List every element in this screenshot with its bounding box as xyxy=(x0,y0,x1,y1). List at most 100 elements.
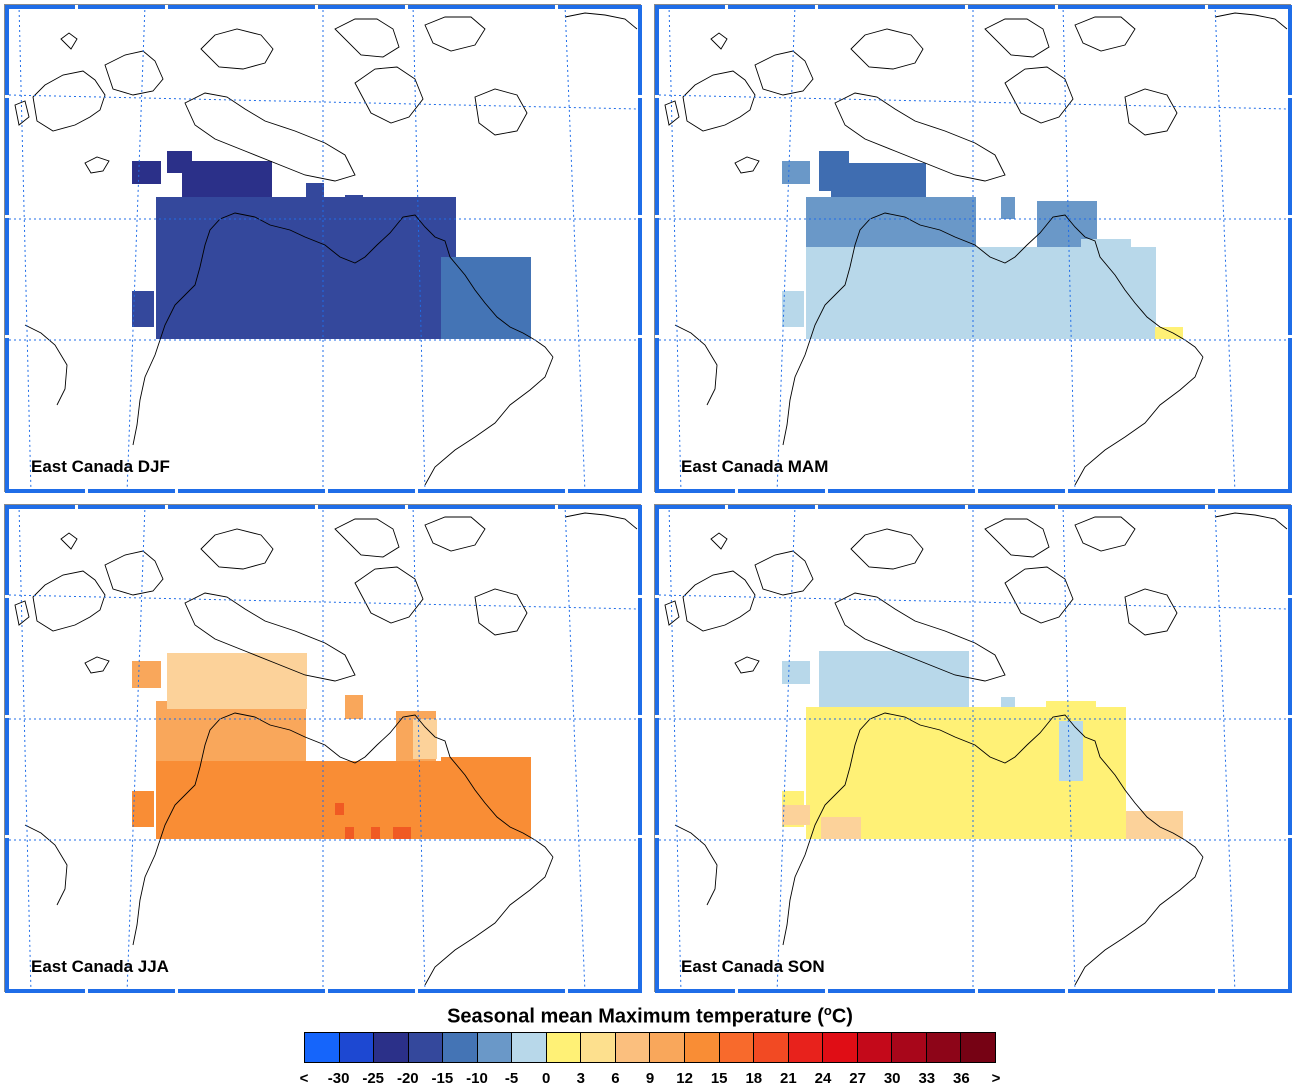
graticule xyxy=(658,5,1289,493)
coastline xyxy=(354,66,424,124)
frame-bar-left xyxy=(655,5,659,493)
coastline xyxy=(1074,356,1204,486)
grid-cell xyxy=(441,757,531,839)
grid-cell xyxy=(413,719,437,759)
coastline xyxy=(14,100,30,126)
grid-cell xyxy=(1155,327,1183,339)
meridian xyxy=(668,505,682,993)
coastline xyxy=(132,839,161,946)
coastline xyxy=(782,839,811,946)
colorbar-swatch xyxy=(892,1033,927,1062)
colorbar-swatch xyxy=(926,1033,962,1062)
coastline xyxy=(682,70,756,132)
coastline xyxy=(104,50,164,96)
meridian xyxy=(1062,505,1076,993)
frame-gap xyxy=(75,5,78,9)
grid-cell xyxy=(782,805,810,825)
frame-bar-top xyxy=(5,505,642,509)
coastline xyxy=(734,656,760,674)
colorbar-tick-label: 12 xyxy=(676,1070,693,1087)
coastline xyxy=(834,92,1006,182)
meridian xyxy=(18,5,32,493)
frame-bar-right xyxy=(1288,5,1292,493)
colorbar-swatch xyxy=(788,1033,824,1062)
colorbar-tick-label: 21 xyxy=(780,1070,797,1087)
meridian xyxy=(412,505,426,993)
grid-cell xyxy=(782,661,810,684)
grid-cell xyxy=(132,161,161,184)
colorbar-swatch xyxy=(615,1033,651,1062)
frame-gap xyxy=(1288,215,1292,218)
colorbar-tick-label: 30 xyxy=(883,1070,901,1087)
colorbar-swatch xyxy=(374,1033,409,1062)
coastline xyxy=(84,156,110,174)
frame-gap xyxy=(405,505,408,509)
meridian xyxy=(1214,5,1236,493)
coastline xyxy=(24,824,68,906)
coastline xyxy=(354,566,424,624)
colorbar-swatch xyxy=(823,1033,858,1062)
frame-gap xyxy=(965,5,968,9)
meridian xyxy=(18,505,32,993)
frame-gap xyxy=(5,595,9,598)
frame-gap xyxy=(175,489,178,493)
grid-cell xyxy=(132,661,161,688)
frame-gap xyxy=(638,835,642,838)
colorbar-title: Seasonal mean Maximum temperature (oC) xyxy=(447,1003,853,1028)
frame-gap xyxy=(5,95,9,98)
frame-gap xyxy=(725,5,728,9)
coastline xyxy=(474,88,528,136)
temperature-fill xyxy=(782,151,1183,339)
colorbar-tick-label: 9 xyxy=(645,1070,655,1087)
colorbar-legend: Seasonal mean Maximum temperature (oC) <… xyxy=(0,1000,1300,1090)
frame-gap xyxy=(815,5,818,9)
frame-gap xyxy=(655,595,659,598)
colorbar-tick-label: -30 xyxy=(327,1070,350,1087)
grid-cell xyxy=(1086,741,1126,821)
temperature-fill xyxy=(132,653,531,839)
coastline xyxy=(1124,88,1178,136)
temperature-fill xyxy=(782,651,1183,839)
frame-gap xyxy=(655,335,659,338)
frame-gap xyxy=(325,489,328,493)
coastline xyxy=(754,550,814,596)
grid-cell xyxy=(335,803,344,815)
map-panel-djf: East Canada DJF xyxy=(4,4,642,493)
coastline xyxy=(159,712,554,858)
coastline xyxy=(809,212,1204,358)
frame-gap xyxy=(565,489,568,493)
grid-cell xyxy=(345,695,363,719)
frame-gap xyxy=(725,505,728,509)
grid-cell xyxy=(821,817,861,839)
frame-bar-top xyxy=(5,5,642,9)
frame-gap xyxy=(5,835,9,838)
frame-gap xyxy=(825,489,828,493)
coastline xyxy=(60,32,78,50)
frame-bar-top xyxy=(655,5,1292,9)
frame-gap xyxy=(638,215,642,218)
coastlines xyxy=(14,12,638,486)
coastline xyxy=(674,824,718,906)
grid-cell xyxy=(393,827,411,839)
panel-label-mam: East Canada MAM xyxy=(681,457,829,476)
frame-gap xyxy=(1055,5,1058,9)
frame-gap xyxy=(5,715,9,718)
frame-gap xyxy=(638,595,642,598)
frame-gap xyxy=(405,5,408,9)
meridian xyxy=(564,5,586,493)
colorbar-tick-label: 18 xyxy=(745,1070,763,1087)
coastline xyxy=(474,588,528,636)
coastline xyxy=(84,656,110,674)
map-jja xyxy=(5,505,642,993)
frame-bar-left xyxy=(5,5,9,493)
coastline xyxy=(1074,856,1204,986)
coastline xyxy=(334,518,400,558)
map-panel-mam: East Canada MAM xyxy=(654,4,1292,493)
grid-cell xyxy=(182,161,272,197)
coastline xyxy=(159,212,554,358)
coastline xyxy=(710,532,728,550)
coastline xyxy=(782,339,811,446)
colorbar-swatches xyxy=(304,1032,996,1063)
coastline xyxy=(754,50,814,96)
temperature-fill xyxy=(132,151,531,339)
